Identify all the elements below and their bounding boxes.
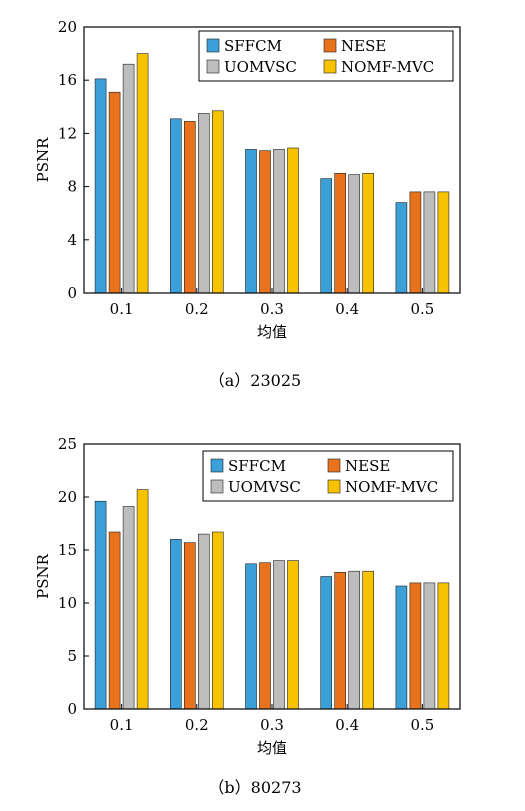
bar-uomvsc-0.1 [122,506,135,710]
y-tick-label: 0 [67,284,77,302]
y-tick-label: 4 [67,231,77,249]
legend-swatch-nese [323,38,337,53]
legend-swatch-nese [327,458,341,473]
legend-swatch-nomf-mvc [327,479,341,494]
bar-nomf-mvc-0.4 [362,570,375,710]
bar-nomf-mvc-0.1 [136,489,149,710]
legend: SFFCM NESE UOMVSC NOMF-MVC [202,450,454,502]
bar-sffcm-0.1 [94,78,107,294]
x-tick-label: 0.4 [335,300,359,318]
bar-nomf-mvc-0.3 [287,560,299,710]
bar-nese-0.4 [334,571,347,710]
bar-nomf-mvc-0.2 [212,531,224,710]
legend-swatch-sffcm [206,38,220,53]
bar-sffcm-0.5 [395,585,408,710]
y-tick-label: 25 [58,435,77,453]
bar-nese-0.2 [184,121,196,294]
bar-nese-0.3 [259,562,271,710]
chart-a: 0 4 8 12 16 20 0.1 0.2 0.3 0.4 0.5 均值 PSNR SFFCM NESE U… [34,18,461,390]
legend-swatch-nomf-mvc [323,59,337,74]
bar-nese-0.5 [409,582,422,710]
bar-nomf-mvc-0.4 [362,173,375,294]
bar-nese-0.1 [108,531,121,710]
y-tick-label: 20 [58,18,77,36]
bar-sffcm-0.3 [245,149,257,294]
y-tick-label: 20 [58,488,77,506]
x-tick-label: 0.2 [185,300,209,318]
x-tick-label: 0.5 [410,300,434,318]
y-tick-label: 0 [67,700,77,718]
bar-nese-0.2 [184,542,196,710]
y-tick-label: 5 [67,647,77,665]
bar-nomf-mvc-0.3 [287,147,299,294]
x-axis-label: 均值 [257,323,287,341]
bar-sffcm-0.2 [170,118,182,294]
y-tick-label: 12 [58,124,77,142]
legend-swatch-uomvsc [210,479,224,494]
legend-label-sffcm: SFFCM [228,457,286,475]
bar-uomvsc-0.2 [198,533,210,710]
x-tick-label: 0.2 [185,716,209,734]
bar-sffcm-0.5 [395,202,408,294]
bar-nese-0.5 [409,191,422,294]
bar-uomvsc-0.4 [348,570,361,710]
x-tick-label: 0.1 [110,716,134,734]
bar-nese-0.3 [259,150,271,294]
legend-label-nomf-mvc: NOMF-MVC [341,58,434,76]
legend-label-uomvsc: UOMVSC [224,58,297,76]
bar-nomf-mvc-0.5 [437,191,450,294]
bar-uomvsc-0.1 [122,63,135,294]
y-tick-label: 10 [58,594,77,612]
bar-nomf-mvc-0.5 [437,582,450,710]
y-tick-label: 15 [58,541,77,559]
legend-label-uomvsc: UOMVSC [228,478,301,496]
y-tick-label: 16 [58,71,77,89]
bar-uomvsc-0.5 [423,582,436,710]
chart-b: 0 5 10 15 20 25 0.1 0.2 0.3 0.4 0.5 均值 PSNR SFFCM NESE… [34,435,461,797]
bar-uomvsc-0.3 [273,560,285,710]
x-tick-label: 0.3 [260,716,284,734]
bar-uomvsc-0.3 [273,149,285,294]
bar-sffcm-0.4 [320,178,333,294]
bar-sffcm-0.1 [94,500,107,710]
legend-label-nese: NESE [345,457,390,475]
bar-nomf-mvc-0.2 [212,110,224,294]
x-axis-label: 均值 [257,739,287,757]
bar-uomvsc-0.4 [348,174,361,294]
x-tick-label: 0.4 [335,716,359,734]
y-tick-label: 8 [67,178,77,196]
bar-nomf-mvc-0.1 [136,53,149,294]
bar-nese-0.1 [108,91,121,294]
bar-nese-0.4 [334,173,347,294]
y-axis-label: PSNR [34,553,52,598]
figure-caption: （a）23025 [209,371,301,390]
figure-caption: （b）80273 [208,778,301,797]
legend-swatch-uomvsc [206,59,220,74]
legend-label-sffcm: SFFCM [224,37,282,55]
bar-uomvsc-0.5 [423,191,436,294]
legend-swatch-sffcm [210,458,224,473]
legend-label-nomf-mvc: NOMF-MVC [345,478,438,496]
x-tick-label: 0.1 [110,300,134,318]
bar-sffcm-0.2 [170,539,182,710]
legend: SFFCM NESE UOMVSC NOMF-MVC [198,30,454,82]
bar-sffcm-0.4 [320,576,333,710]
legend-label-nese: NESE [341,37,386,55]
bar-sffcm-0.3 [245,563,257,710]
y-axis-label: PSNR [34,137,52,182]
bar-uomvsc-0.2 [198,113,210,294]
x-tick-label: 0.3 [260,300,284,318]
x-tick-label: 0.5 [410,716,434,734]
